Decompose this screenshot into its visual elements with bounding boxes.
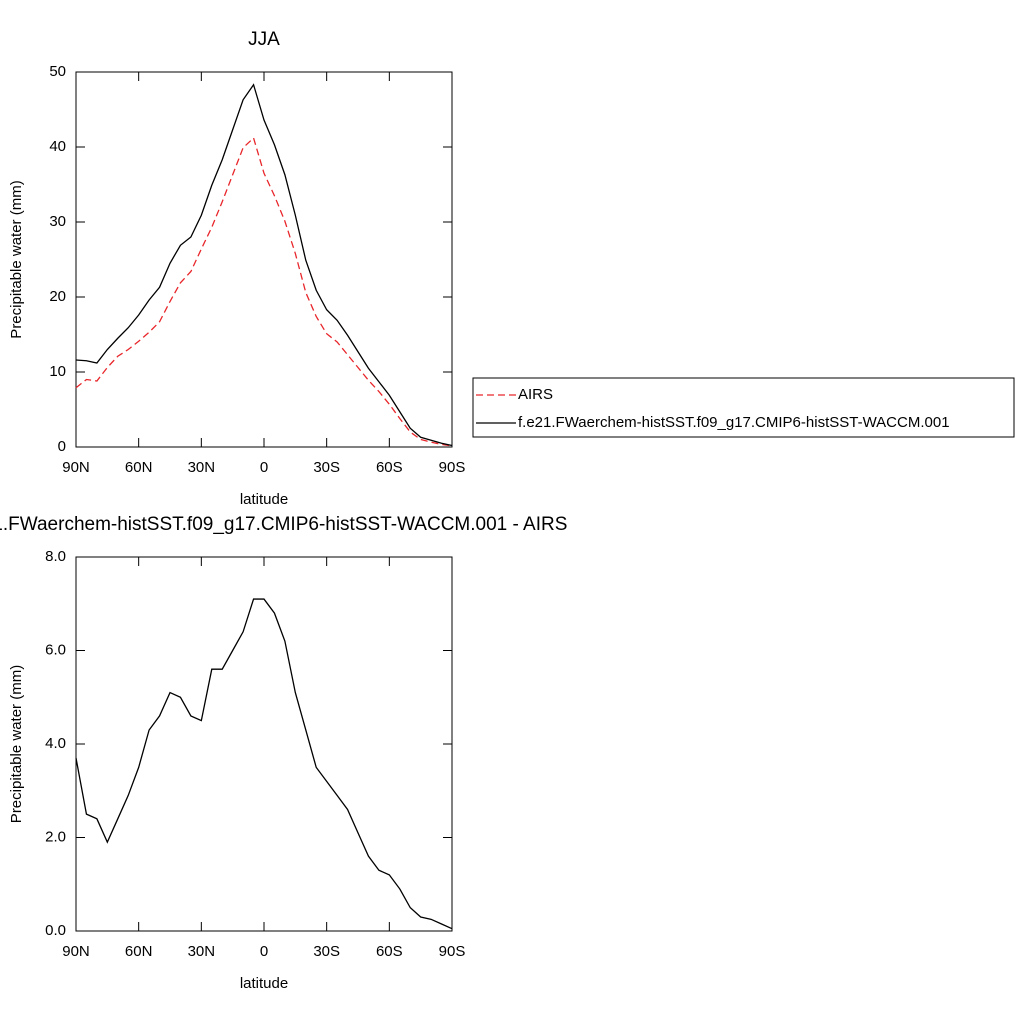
x-tick-label: 30S: [313, 459, 340, 476]
data-line: [75, 136, 453, 447]
y-tick-label: 10: [49, 363, 66, 380]
y-tick-label: 20: [49, 288, 66, 305]
y-tick-label: 50: [49, 63, 66, 80]
x-tick-label: 90S: [439, 943, 466, 960]
y-axis-label: Precipitable water (mm): [8, 665, 25, 823]
y-tick-label: 6.0: [45, 641, 66, 658]
x-tick-label: 60S: [376, 459, 403, 476]
plot-frame: [75, 71, 453, 448]
x-tick-label: 60N: [125, 459, 153, 476]
y-tick-label: 8.0: [45, 548, 66, 565]
legend-box: [472, 377, 1015, 438]
x-tick-label: 60S: [376, 943, 403, 960]
x-tick-label: 90S: [439, 459, 466, 476]
legend-label: AIRS: [518, 386, 553, 403]
y-tick-label: 30: [49, 213, 66, 230]
data-line: [75, 83, 453, 447]
y-tick-label: 0.0: [45, 922, 66, 939]
y-tick-label: 40: [49, 138, 66, 155]
x-tick-label: 30N: [188, 943, 216, 960]
y-tick-label: 4.0: [45, 735, 66, 752]
y-tick-label: 2.0: [45, 828, 66, 845]
data-line: [75, 598, 453, 930]
x-tick-label: 60N: [125, 943, 153, 960]
chart-title: JJA: [248, 29, 280, 50]
x-axis-label: latitude: [240, 975, 288, 992]
x-tick-label: 0: [260, 459, 268, 476]
y-tick-label: 0: [58, 438, 66, 455]
x-tick-label: 90N: [62, 943, 90, 960]
x-tick-label: 30N: [188, 459, 216, 476]
chart-title: f.e21.FWaerchem-histSST.f09_g17.CMIP6-hi…: [0, 514, 567, 535]
x-axis-label: latitude: [240, 491, 288, 508]
x-tick-label: 0: [260, 943, 268, 960]
legend-label: f.e21.FWaerchem-histSST.f09_g17.CMIP6-hi…: [518, 414, 950, 431]
x-tick-label: 90N: [62, 459, 90, 476]
plot-frame: [75, 556, 453, 932]
y-axis-label: Precipitable water (mm): [8, 180, 25, 338]
x-tick-label: 30S: [313, 943, 340, 960]
